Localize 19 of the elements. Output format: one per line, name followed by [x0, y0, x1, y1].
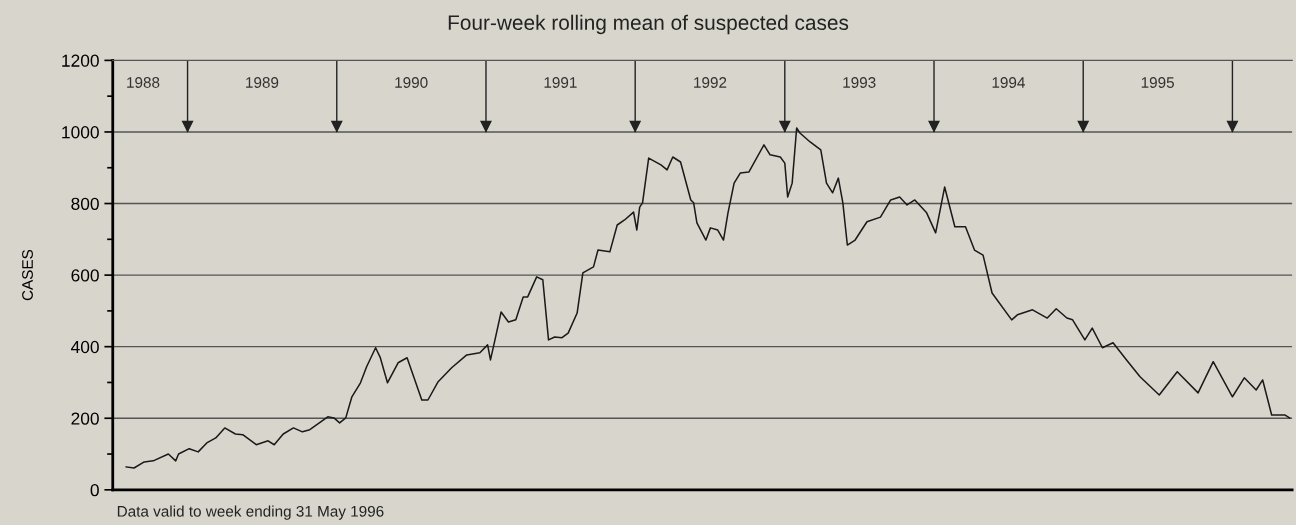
y-tick-label: 600	[71, 269, 99, 282]
x-tick-label: 1989	[246, 77, 279, 88]
x-tick-label: 1995	[1141, 77, 1174, 88]
x-tick-label: 1994	[992, 77, 1025, 88]
text: Data valid to week ending 31 May 1996	[117, 505, 384, 520]
chart-title: Four-week rolling mean of suspected cases	[448, 14, 849, 35]
y-tick-label: 400	[70, 340, 99, 354]
x-tick-label: 1992	[694, 77, 727, 88]
y-axis-title: CASES	[22, 249, 33, 301]
x-tick-label: 1991	[544, 77, 577, 88]
x-tick-label: 1993	[843, 77, 876, 88]
y-tick-label: 1200	[62, 54, 99, 67]
y-tick-label: 1000	[62, 126, 99, 139]
y-tick-label: 200	[71, 412, 99, 425]
y-tick-label: 800	[71, 197, 99, 210]
line-series	[125, 127, 1291, 469]
x-tick-label: 1988	[127, 77, 160, 88]
y-tick-label: 0	[90, 483, 99, 497]
x-tick-label: 1990	[395, 77, 428, 88]
